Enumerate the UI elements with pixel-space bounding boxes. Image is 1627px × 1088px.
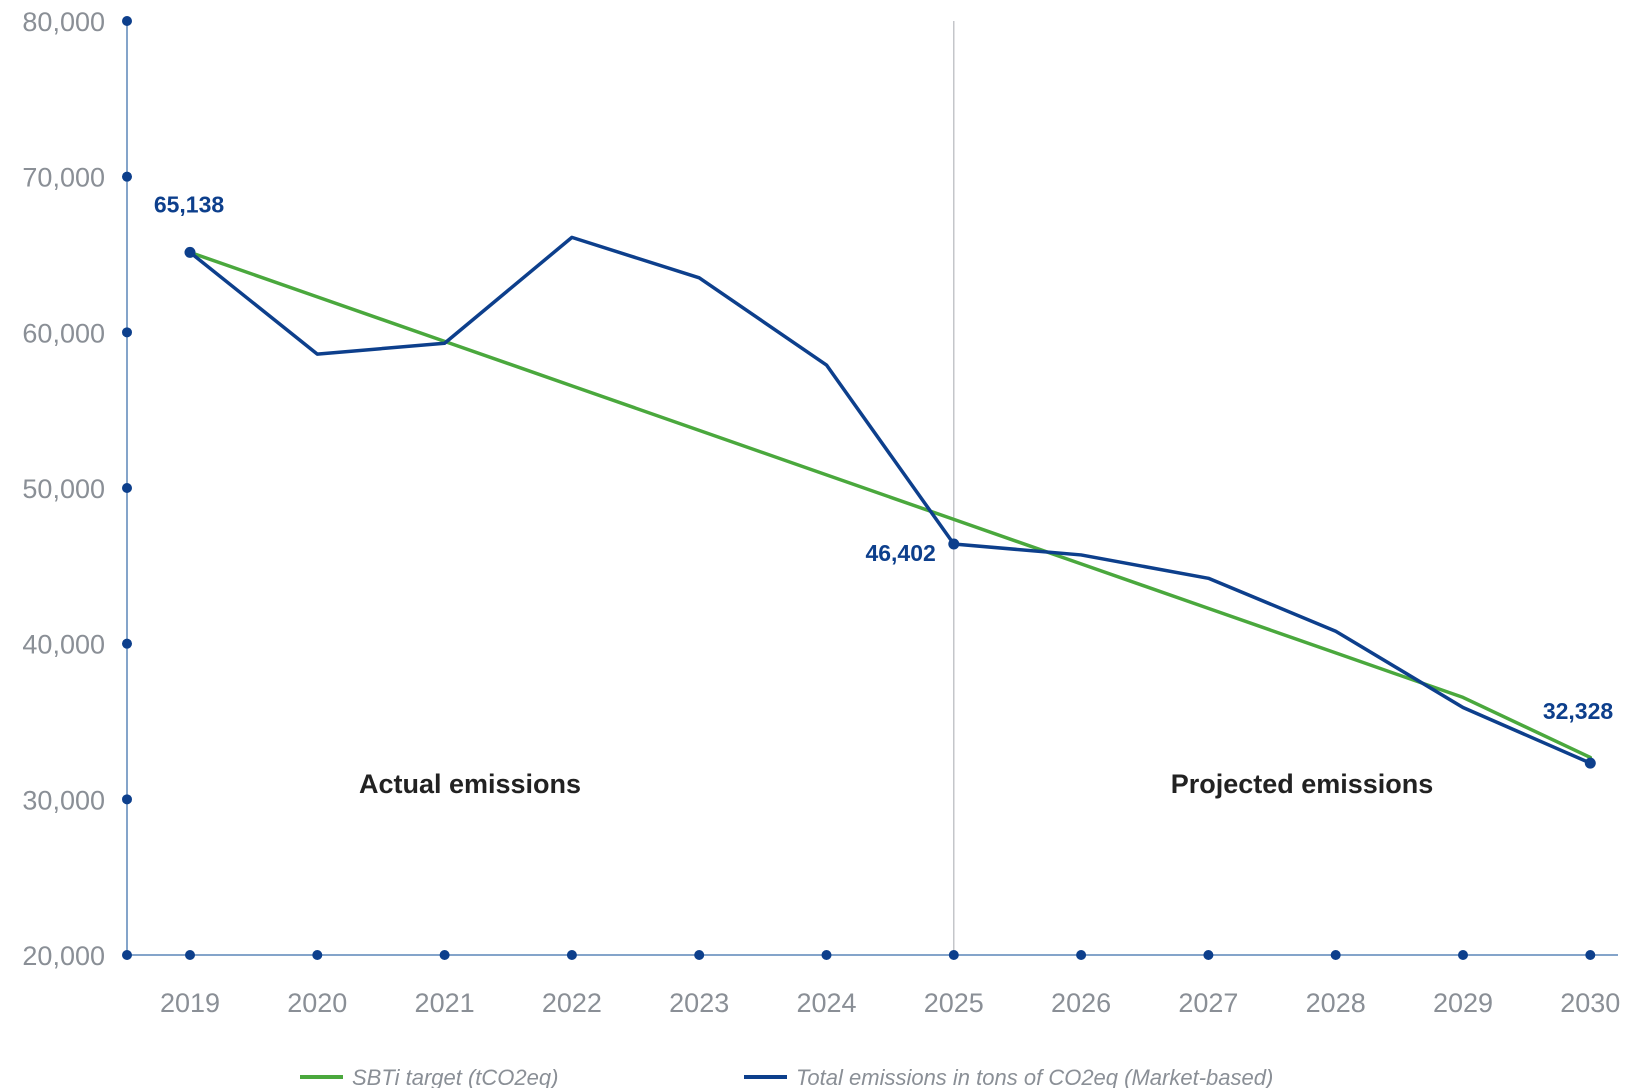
x-tick-label: 2027	[1178, 988, 1238, 1018]
data-label: 65,138	[154, 191, 225, 217]
x-tick-label: 2022	[542, 988, 602, 1018]
data-point-marker	[1584, 757, 1596, 769]
annotation-projected-emissions: Projected emissions	[1171, 769, 1434, 799]
x-axis-ticks: 2019 2020 2021 2022 2023 2024 2025 2026 2027 2028…	[160, 950, 1620, 1018]
y-tick-label: 20,000	[22, 941, 105, 971]
y-tick-dot	[122, 327, 132, 338]
y-tick-label: 80,000	[22, 7, 105, 37]
x-tick-dot	[566, 950, 577, 960]
data-labels: 65,138 46,402 32,328	[154, 191, 1614, 769]
y-tick-dot	[122, 483, 132, 493]
x-tick-label: 2028	[1306, 988, 1366, 1018]
x-tick-label: 2024	[796, 988, 856, 1018]
x-tick-label: 2025	[924, 988, 984, 1018]
y-tick-dot	[122, 638, 132, 649]
series-line-sbti-target	[188, 250, 1593, 760]
x-tick-dot	[1203, 950, 1214, 960]
y-tick-dot	[122, 16, 132, 26]
y-tick-label: 70,000	[22, 163, 105, 193]
annotation-actual-emissions: Actual emissions	[359, 769, 581, 799]
x-tick-dot	[821, 950, 832, 960]
x-tick-dot	[694, 950, 705, 960]
x-tick-label: 2021	[415, 988, 475, 1018]
data-label: 32,328	[1543, 698, 1614, 724]
x-tick-label: 2019	[160, 988, 220, 1018]
x-tick-dot	[1076, 950, 1087, 960]
y-tick-label: 40,000	[22, 630, 105, 660]
x-tick-label: 2029	[1433, 988, 1493, 1018]
axes	[126, 21, 1618, 956]
y-tick-label: 50,000	[22, 474, 105, 504]
x-tick-dot	[1585, 950, 1596, 960]
y-axis-ticks: 20,000 30,000 40,000 50,000 60,000 70,000 80,0…	[22, 7, 132, 971]
series-lines	[188, 235, 1593, 765]
data-point-marker	[184, 246, 196, 258]
y-tick-dot	[122, 950, 132, 960]
y-tick-label: 30,000	[22, 785, 105, 815]
data-label: 46,402	[865, 540, 935, 566]
x-tick-dot	[312, 950, 323, 960]
x-tick-dot	[439, 950, 450, 960]
x-tick-label: 2020	[287, 988, 347, 1018]
x-tick-dot	[948, 950, 959, 960]
legend: SBTi target (tCO2eq) Total emissions in …	[300, 1065, 1273, 1088]
x-tick-label: 2030	[1560, 988, 1620, 1018]
y-tick-label: 60,000	[22, 318, 105, 348]
x-tick-label: 2026	[1051, 988, 1111, 1018]
legend-label-total: Total emissions in tons of CO2eq (Market…	[796, 1065, 1273, 1088]
data-point-marker	[948, 538, 960, 550]
y-tick-dot	[122, 171, 132, 182]
legend-label-sbti: SBTi target (tCO2eq)	[352, 1065, 558, 1088]
series-line-total-emissions	[188, 235, 1593, 765]
x-tick-dot	[185, 950, 195, 960]
y-tick-dot	[122, 794, 132, 805]
x-tick-dot	[1458, 950, 1468, 960]
x-tick-label: 2023	[669, 988, 729, 1018]
x-tick-dot	[1330, 950, 1341, 960]
